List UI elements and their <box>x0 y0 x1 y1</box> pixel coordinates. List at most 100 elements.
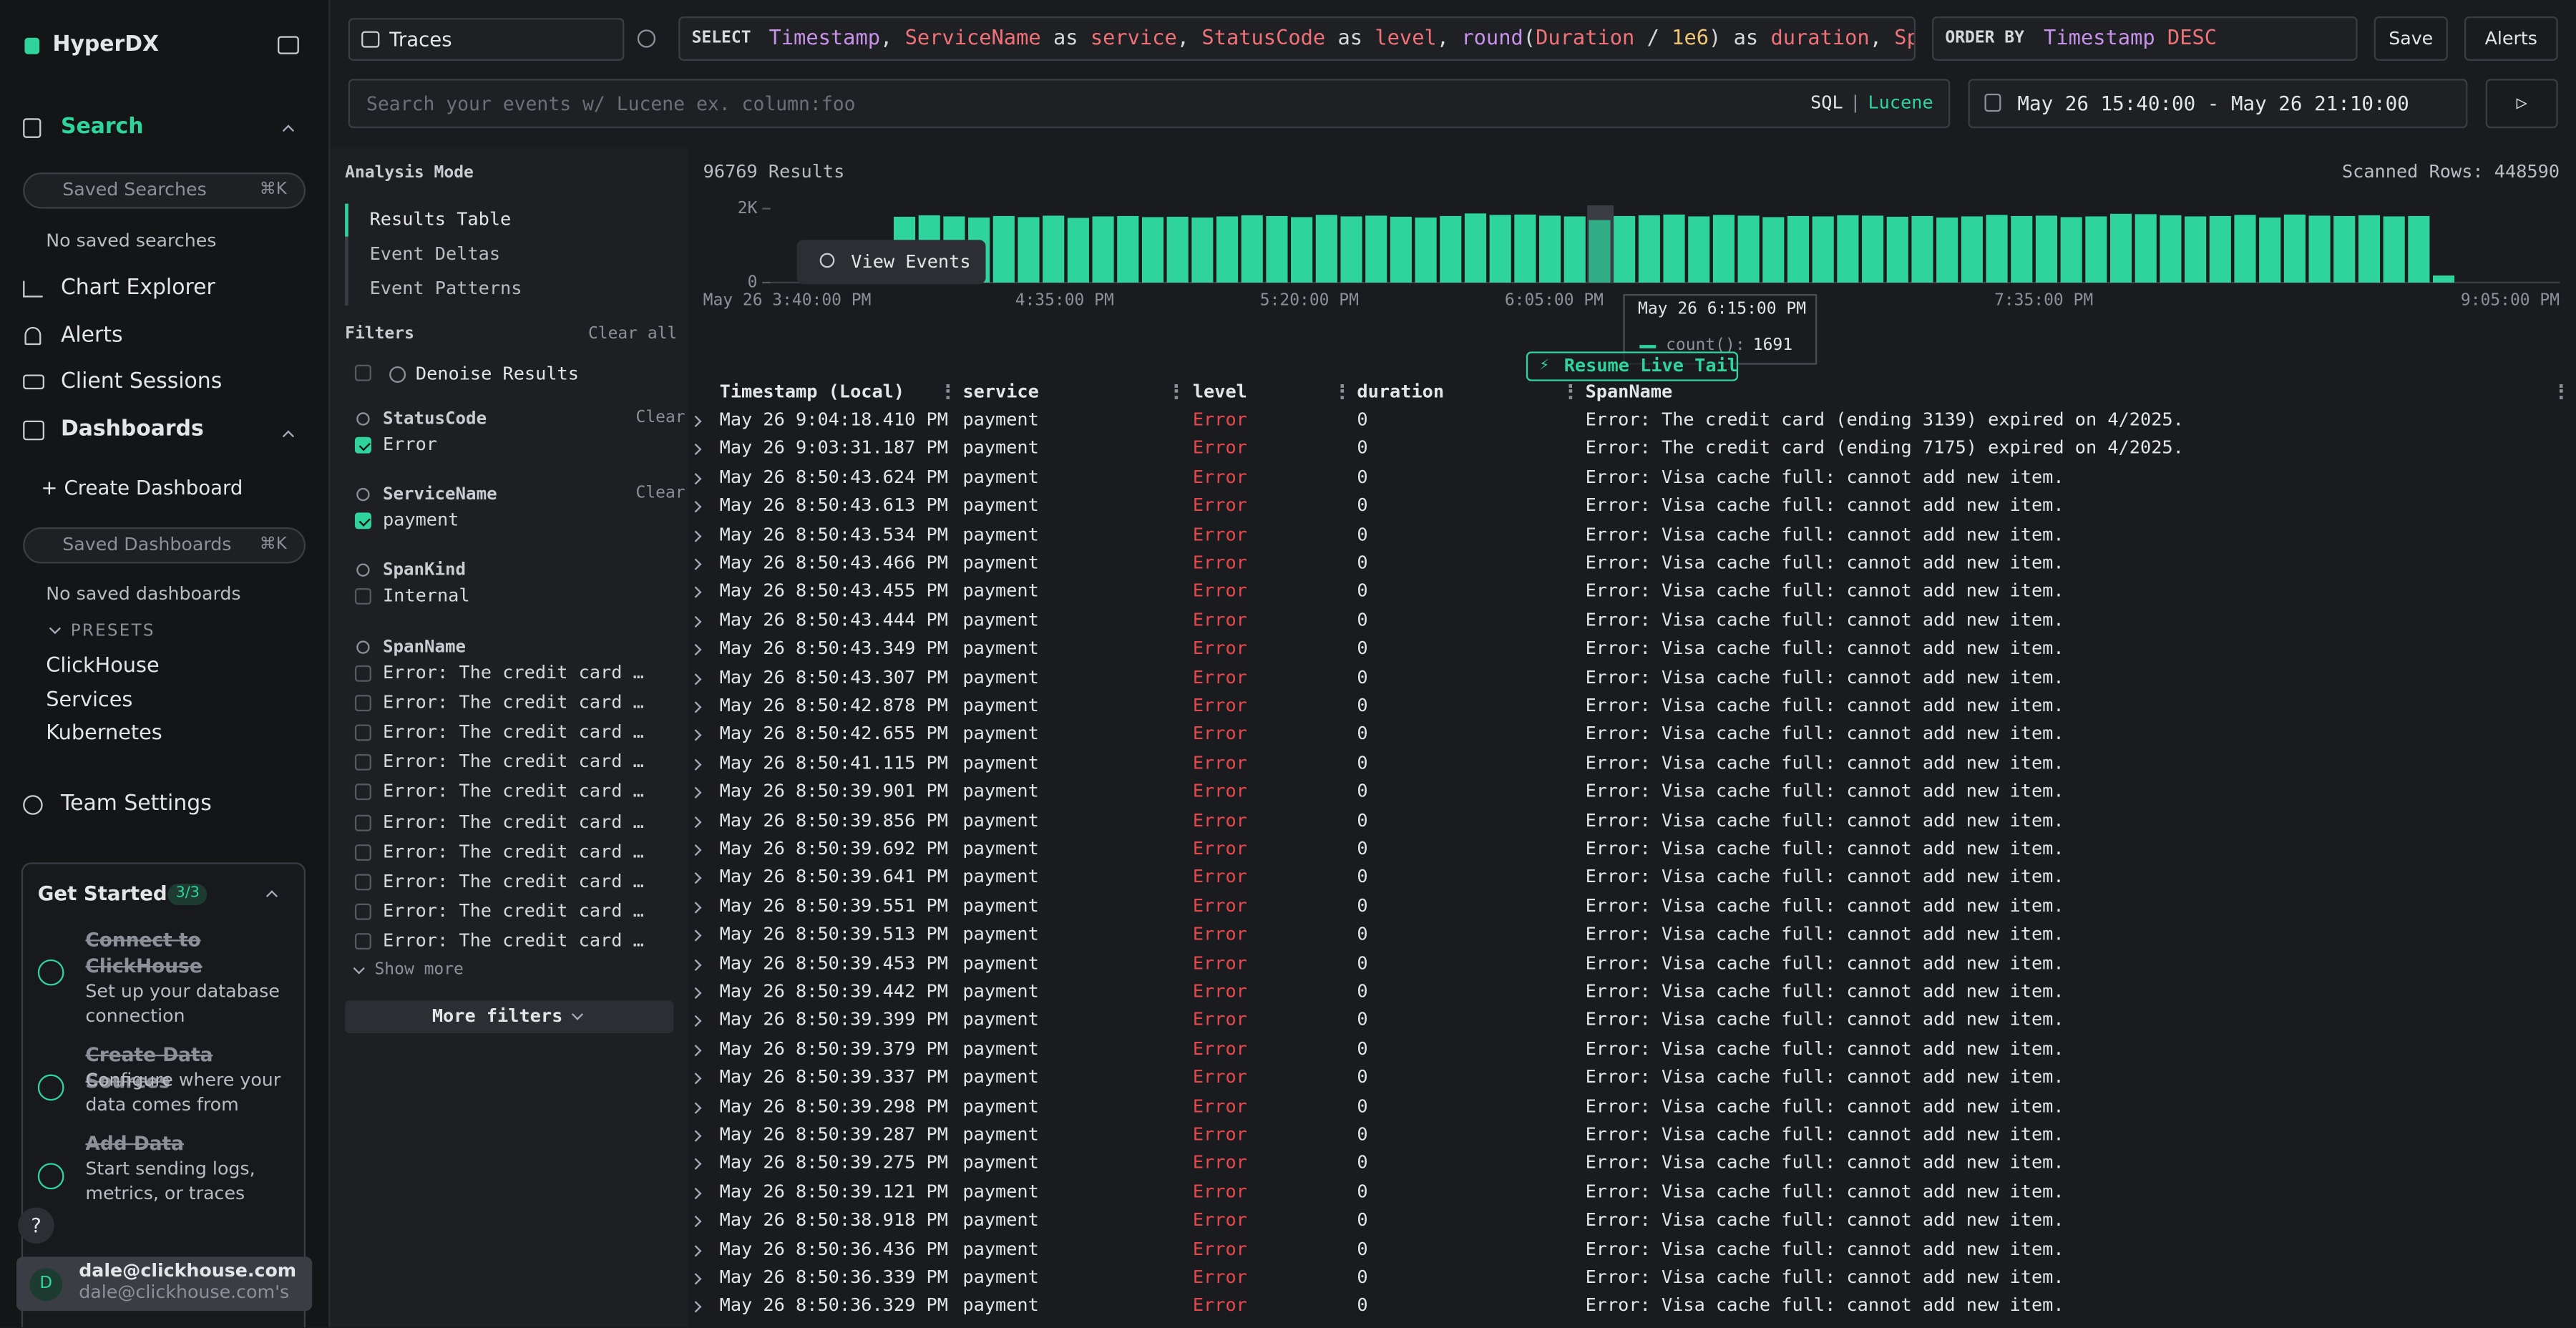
nav-chart-explorer[interactable]: Chart Explorer <box>60 275 215 301</box>
column-header[interactable]: duration <box>1357 381 1445 403</box>
nav-team-settings[interactable]: Team Settings <box>60 791 212 817</box>
cell: payment <box>962 1238 1039 1260</box>
column-menu[interactable] <box>2560 384 2563 399</box>
nav-search[interactable]: Search <box>60 114 144 140</box>
cell: 0 <box>1357 494 1368 517</box>
column-menu[interactable] <box>1340 384 1345 399</box>
show-more[interactable]: Show more <box>374 961 464 980</box>
step-check <box>37 1074 64 1101</box>
column-header[interactable]: level <box>1192 381 1247 403</box>
filter-clear[interactable]: Clear <box>635 409 686 427</box>
cell: 0 <box>1357 780 1368 802</box>
filter-item[interactable]: Error: The credit card … <box>382 870 644 892</box>
bar <box>2283 214 2306 283</box>
filter-item[interactable]: Error: The credit card … <box>382 721 644 743</box>
lucene-toggle[interactable]: Lucene <box>1868 92 1933 114</box>
filter-item[interactable]: Error: The credit card … <box>382 811 644 833</box>
search-input[interactable] <box>348 79 1951 129</box>
cell: Error <box>1192 1066 1247 1088</box>
collapse-icon[interactable] <box>278 36 299 54</box>
cell: 0 <box>1357 666 1368 688</box>
clear-all[interactable]: Clear all <box>587 325 678 343</box>
preset-item[interactable]: Kubernetes <box>46 719 162 745</box>
nav-alerts[interactable]: Alerts <box>60 323 123 348</box>
column-menu[interactable] <box>1568 384 1573 399</box>
filter-item[interactable]: Error: The credit card … <box>382 661 644 683</box>
nav-dashboards[interactable]: Dashboards <box>60 417 204 442</box>
checkbox[interactable] <box>354 784 371 801</box>
checkbox[interactable] <box>354 664 371 681</box>
bar <box>1688 216 1710 283</box>
select-input[interactable]: SELECT Timestamp, ServiceName as service… <box>678 16 1916 61</box>
nav-client-sessions[interactable]: Client Sessions <box>60 369 223 395</box>
settings-icon[interactable] <box>637 29 656 48</box>
filter-item[interactable]: Error: The credit card … <box>382 691 644 713</box>
run-button[interactable]: ▷ <box>2485 79 2558 129</box>
bar <box>2035 215 2058 283</box>
filter-group-name: SpanKind <box>382 560 467 581</box>
cell: payment <box>962 437 1039 459</box>
bar <box>1043 215 1065 283</box>
analysis-mode[interactable]: Results Table <box>369 208 512 230</box>
analysis-mode[interactable]: Event Patterns <box>369 278 522 299</box>
checkbox[interactable] <box>354 588 371 605</box>
checkbox[interactable] <box>354 754 371 771</box>
time-picker[interactable] <box>1968 79 2468 129</box>
checkbox[interactable] <box>354 724 371 741</box>
filter-item[interactable]: Error: The credit card … <box>382 781 644 803</box>
column-menu[interactable] <box>946 384 950 399</box>
cell: 0 <box>1357 723 1368 745</box>
save-button[interactable]: Save <box>2373 16 2448 61</box>
checkbox[interactable] <box>354 844 371 861</box>
saved-dashboards-input[interactable] <box>23 527 306 564</box>
filter-item[interactable]: payment <box>382 509 459 532</box>
column-menu[interactable] <box>1174 384 1179 399</box>
saved-searches-input[interactable] <box>23 172 306 209</box>
filter-item[interactable]: Error <box>382 434 438 455</box>
bar <box>2308 215 2331 283</box>
dashboard-icon <box>23 420 44 441</box>
checkbox[interactable] <box>354 436 371 454</box>
help-button[interactable]: ? <box>18 1207 54 1244</box>
gear-icon <box>23 795 43 815</box>
search-icon <box>356 640 370 653</box>
bar <box>1886 216 1908 283</box>
cell: payment <box>962 466 1039 488</box>
cell: Error <box>1192 609 1247 631</box>
user-menu[interactable] <box>16 1256 313 1312</box>
preset-item[interactable]: ClickHouse <box>46 652 160 677</box>
tooltip-value: 1691 <box>1752 336 1793 355</box>
empty-note: No saved searches <box>46 230 217 252</box>
user-email: dale@clickhouse.com <box>79 1259 297 1281</box>
preset-item[interactable]: Services <box>46 685 133 711</box>
more-filters-button[interactable] <box>345 1000 674 1034</box>
sql-toggle[interactable]: SQL <box>1810 92 1843 114</box>
checkbox[interactable] <box>354 874 371 891</box>
analysis-mode[interactable]: Event Deltas <box>369 243 501 265</box>
filter-item[interactable]: Error: The credit card … <box>382 930 644 952</box>
checkbox[interactable] <box>354 364 371 381</box>
bar <box>2433 275 2455 283</box>
column-header[interactable]: SpanName <box>1585 381 1673 403</box>
filter-item[interactable]: Error: The credit card … <box>382 841 644 862</box>
column-header[interactable]: service <box>962 381 1039 403</box>
checkbox[interactable] <box>354 904 371 921</box>
checkbox[interactable] <box>354 512 371 529</box>
step-title: Add Data <box>85 1131 184 1156</box>
filter-item[interactable]: Internal <box>382 585 470 607</box>
cell: Error <box>1192 723 1247 745</box>
filter-item[interactable]: Error: The credit card … <box>382 900 644 922</box>
checkbox[interactable] <box>354 933 371 950</box>
create-dashboard[interactable]: Create Dashboard <box>64 476 243 499</box>
filter-item[interactable]: Error: The credit card … <box>382 751 644 773</box>
alerts-button[interactable]: Alerts <box>2464 16 2558 61</box>
column-header[interactable]: Timestamp (Local) <box>719 381 905 403</box>
source-select[interactable] <box>348 18 625 61</box>
resume-live-tail[interactable] <box>1526 351 1739 381</box>
calendar-icon <box>1984 93 2001 112</box>
checkbox[interactable] <box>354 694 371 711</box>
bar <box>1563 216 1586 283</box>
order-input[interactable]: ORDER BY Timestamp DESC <box>1932 16 2358 61</box>
filter-clear[interactable]: Clear <box>635 484 686 503</box>
checkbox[interactable] <box>354 814 371 831</box>
